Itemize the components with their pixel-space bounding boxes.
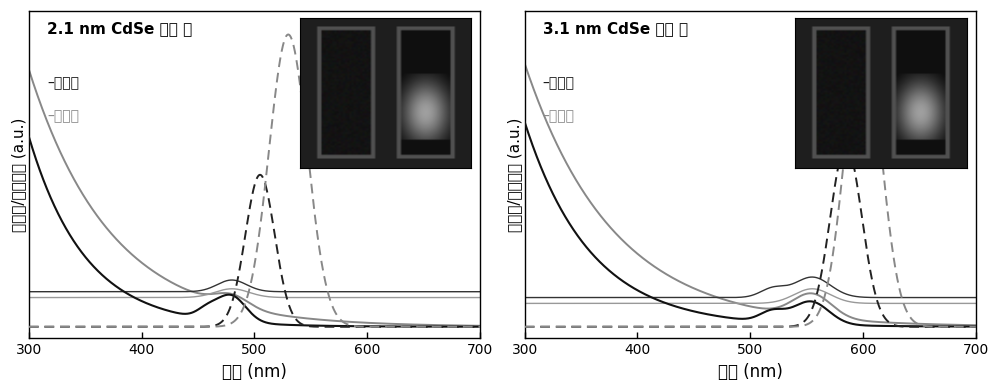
X-axis label: 波长 (nm): 波长 (nm) [222,363,287,381]
Text: 2.1 nm CdSe 量子 点: 2.1 nm CdSe 量子 点 [47,21,192,36]
Text: –处理后: –处理后 [47,109,79,123]
Text: –处理后: –处理后 [543,109,575,123]
Text: –处理前: –处理前 [543,76,575,91]
X-axis label: 波长 (nm): 波长 (nm) [718,363,783,381]
Y-axis label: 吸光度/荧光强度 (a.u.): 吸光度/荧光强度 (a.u.) [11,118,26,232]
Y-axis label: 吸光度/荧光强度 (a.u.): 吸光度/荧光强度 (a.u.) [507,118,522,232]
Text: 3.1 nm CdSe 量子 点: 3.1 nm CdSe 量子 点 [543,21,688,36]
Text: –处理前: –处理前 [47,76,79,91]
